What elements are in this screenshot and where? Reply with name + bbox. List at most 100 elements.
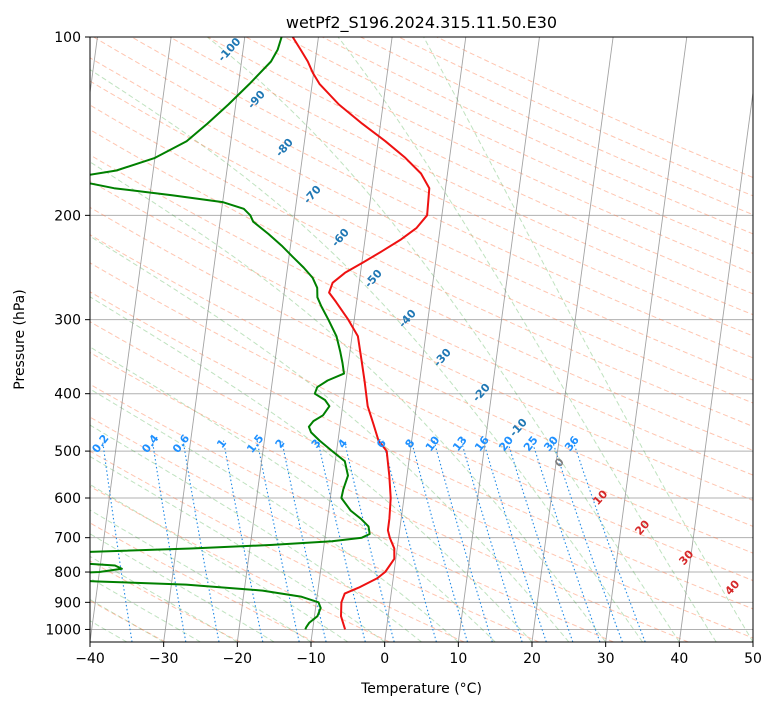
dry-adiabat xyxy=(90,234,753,554)
dry-adiabat xyxy=(90,321,753,639)
dry-adiabat xyxy=(245,37,753,274)
isotherm xyxy=(531,37,614,642)
y-tick-label: 700 xyxy=(54,531,81,547)
x-axis-ticks: −40 −30 −20 −10 0 10 20 30 40 50 xyxy=(75,642,762,667)
moist-adiabat xyxy=(90,235,570,642)
dry-adiabat xyxy=(90,522,315,642)
moist-adiabat xyxy=(90,455,385,642)
moist-adiabat xyxy=(90,161,607,642)
mixing-ratio-line xyxy=(151,440,187,642)
dry-adiabat-label: -30 xyxy=(431,346,454,370)
temperature-profile-line xyxy=(291,37,431,630)
dry-adiabat xyxy=(169,37,753,316)
plot-frame xyxy=(89,36,754,643)
dry-adiabat xyxy=(90,154,753,476)
isotherms xyxy=(90,37,753,642)
dry-adiabat-label: -20 xyxy=(470,381,493,405)
isotherm xyxy=(90,37,98,96)
dry-adiabat xyxy=(322,37,753,235)
moist-adiabat xyxy=(90,69,643,642)
mixing-ratio-label: 0.4 xyxy=(139,432,161,456)
x-tick-label: −10 xyxy=(296,651,326,667)
y-tick-label: 800 xyxy=(54,565,81,581)
dry-adiabat-label: -50 xyxy=(362,267,385,291)
dry-adiabat xyxy=(90,104,753,428)
dry-adiabat-label: -60 xyxy=(329,226,352,250)
mixing-ratio-line xyxy=(572,440,646,642)
y-tick-label: 300 xyxy=(54,313,81,329)
dry-adiabat xyxy=(360,37,753,216)
x-tick-label: 30 xyxy=(597,651,615,667)
moist-adiabat xyxy=(90,296,533,642)
y-axis-ticks: 1000 900 800 700 600 500 400 300 200 100 xyxy=(45,30,90,638)
mixing-ratio-line xyxy=(506,440,574,642)
x-tick-label: 10 xyxy=(449,651,467,667)
moist-adiabat-label: 10 xyxy=(590,487,610,507)
y-tick-label: 900 xyxy=(54,595,81,611)
moist-adiabat xyxy=(90,388,459,642)
isotherm xyxy=(310,37,393,642)
moist-adiabat xyxy=(90,346,496,642)
dry-adiabat-label: -70 xyxy=(301,183,324,207)
dry-adiabat-label: -90 xyxy=(245,88,268,112)
mixing-ratio-line xyxy=(101,440,133,642)
dry-adiabat xyxy=(90,485,390,642)
dry-adiabat xyxy=(90,206,753,527)
y-tick-label: 400 xyxy=(54,387,81,403)
moist-adiabat xyxy=(90,533,275,642)
mixing-ratio-label: 2 xyxy=(273,437,288,451)
x-tick-label: 40 xyxy=(670,651,688,667)
mixing-ratio-line xyxy=(317,440,366,642)
x-tick-label: −20 xyxy=(223,651,253,667)
dry-adiabat xyxy=(90,291,753,610)
mixing-ratio-label: 1 xyxy=(214,437,229,451)
y-tick-label: 100 xyxy=(54,30,81,46)
y-tick-label: 200 xyxy=(54,208,81,224)
moist-adiabat xyxy=(90,555,238,642)
x-tick-label: 50 xyxy=(744,651,762,667)
mixing-ratio-line xyxy=(222,440,264,642)
mixing-ratio-line xyxy=(433,440,493,642)
moist-adiabat-label: 20 xyxy=(632,517,652,537)
mixing-ratio-line xyxy=(343,440,395,642)
y-axis-label: Pressure (hPa) xyxy=(12,289,28,389)
mixing-ratio-label: 8 xyxy=(403,437,418,451)
dry-adiabat xyxy=(436,37,753,179)
isotherm xyxy=(605,37,688,642)
moist-adiabat xyxy=(90,599,164,642)
mixing-ratio-line xyxy=(531,440,601,642)
isotherm xyxy=(90,37,172,642)
dry-adiabat xyxy=(90,351,689,642)
x-tick-label: 0 xyxy=(380,651,389,667)
dry-adiabat xyxy=(90,262,753,582)
moist-adiabat-label: 0 xyxy=(552,455,567,470)
mixing-ratio-label: 0.2 xyxy=(89,432,111,455)
mixing-ratio-line xyxy=(482,440,547,642)
moist-adiabat xyxy=(206,37,680,642)
isotherm xyxy=(752,638,753,642)
y-tick-label: 1000 xyxy=(45,622,81,638)
moist-adiabat xyxy=(337,37,717,642)
dry-adiabat xyxy=(90,57,753,381)
moist-adiabat xyxy=(90,577,201,642)
mixing-ratio-line xyxy=(256,440,300,642)
dry-adiabat xyxy=(90,416,540,642)
x-tick-label: −30 xyxy=(149,651,179,667)
dry-adiabat xyxy=(398,37,753,197)
mixing-ratio-label: 3 xyxy=(309,437,324,451)
moist-adiabat xyxy=(90,509,312,642)
dry-adiabat xyxy=(284,37,753,254)
isotherm xyxy=(163,37,246,642)
moist-adiabat xyxy=(423,37,753,642)
dry-adiabat-label: -10 xyxy=(507,416,530,440)
dry-adiabat-label: -100 xyxy=(215,35,243,64)
isotherm xyxy=(384,37,467,642)
plot-area: 0.1 0.2 0.4 0.6 1 1.5 2 3 4 6 8 10 13 16 20 25 30 36-100-… xyxy=(89,35,753,642)
x-axis-label: Temperature (°C) xyxy=(360,681,482,697)
dry-adiabat xyxy=(93,37,753,359)
mixing-ratio-label: 4 xyxy=(335,436,350,450)
chart-title: wetPf2_S196.2024.315.11.50.E30 xyxy=(286,13,557,33)
x-tick-label: −40 xyxy=(75,651,105,667)
